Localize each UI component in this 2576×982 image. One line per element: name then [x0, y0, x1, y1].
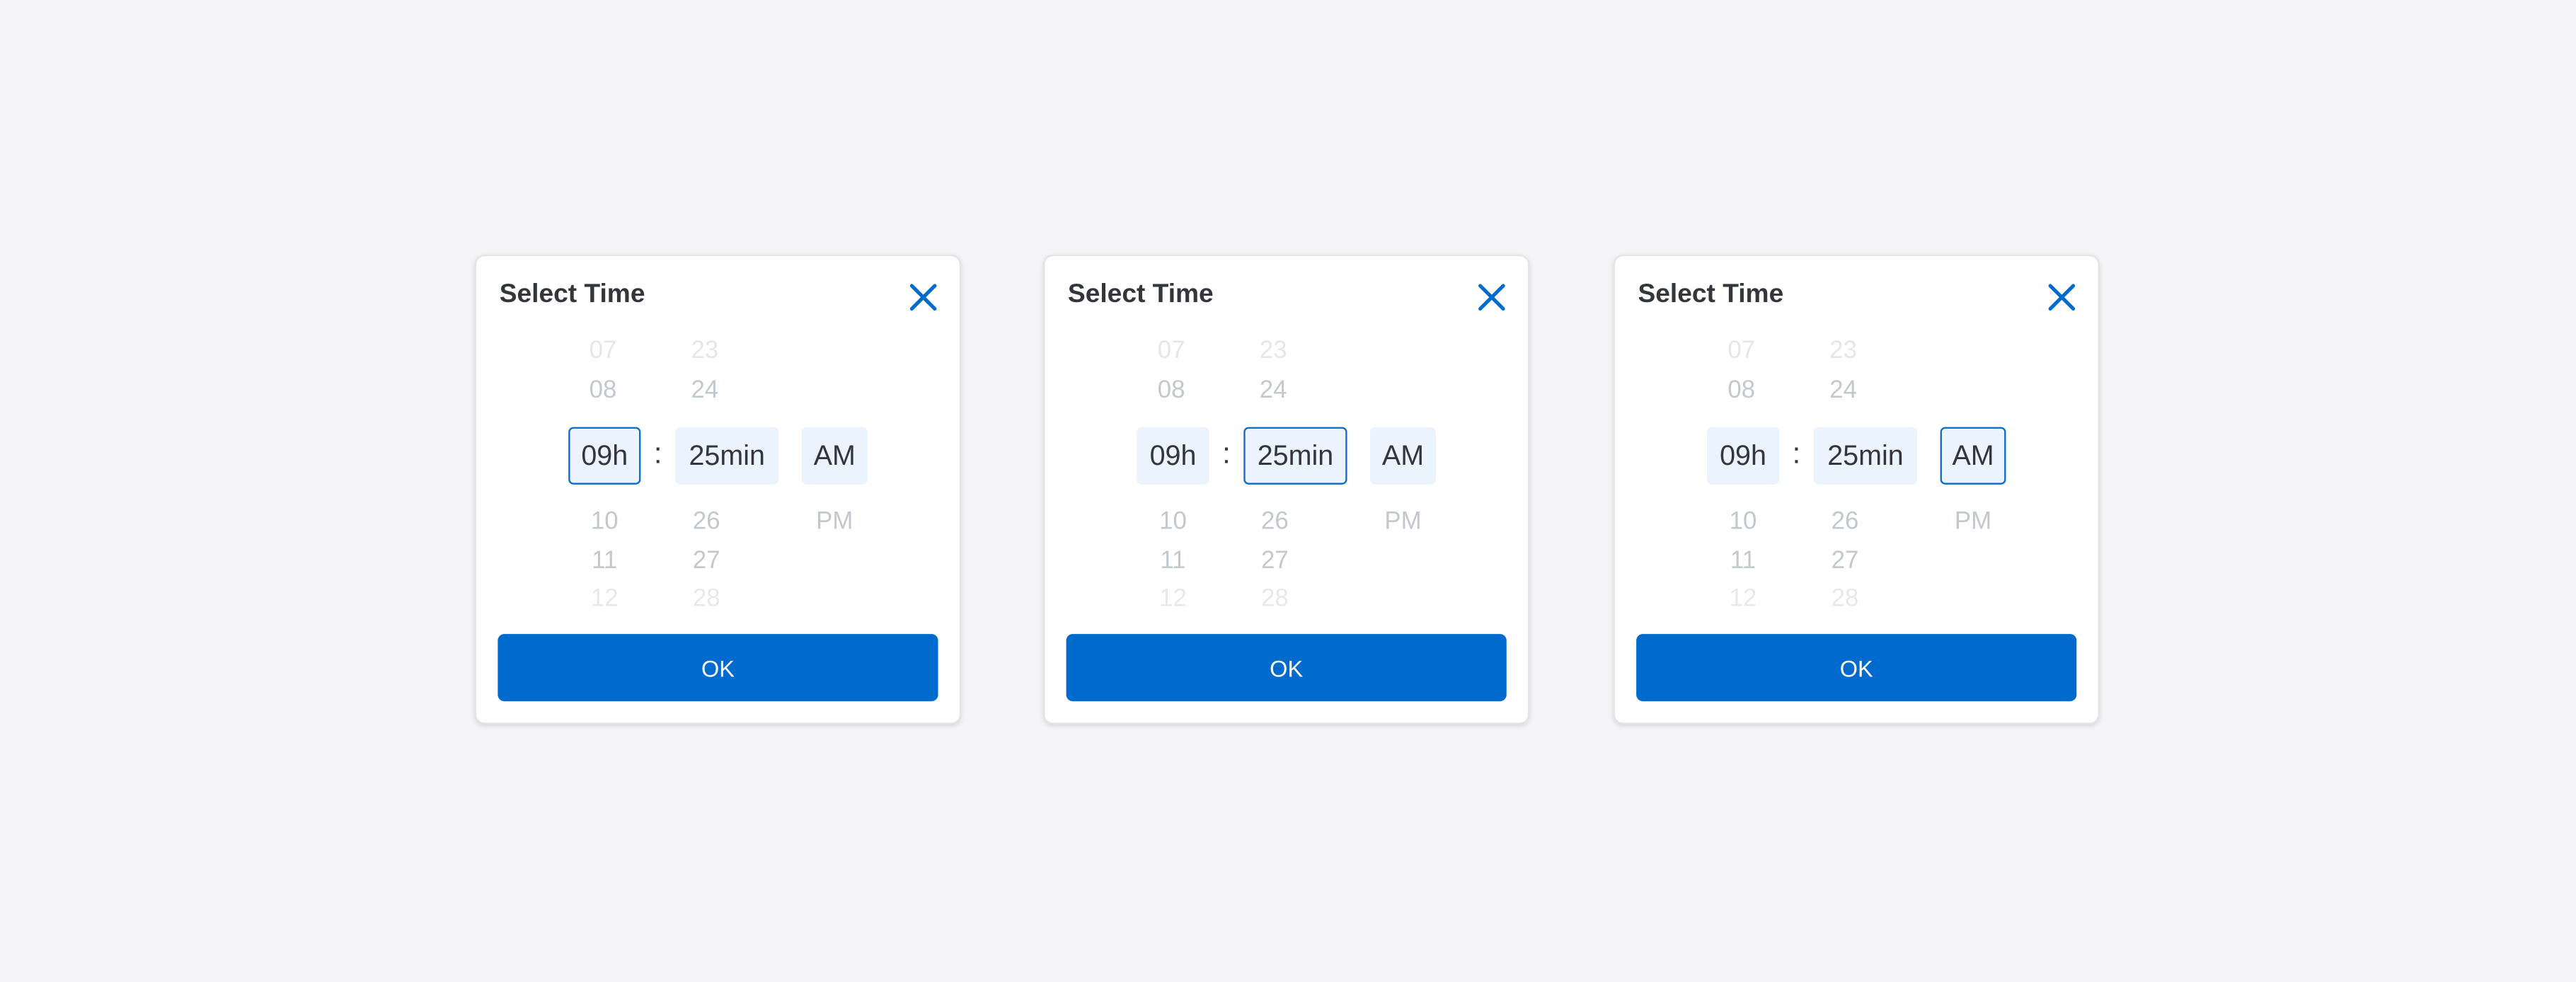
hour-selected[interactable]: 09h: [1706, 427, 1780, 485]
time-separator: :: [1222, 437, 1231, 470]
minute-option[interactable]: 27: [1261, 547, 1289, 575]
hour-option[interactable]: 11: [1160, 547, 1186, 575]
ok-button[interactable]: OK: [1636, 634, 2077, 702]
minute-option[interactable]: 23: [691, 336, 719, 365]
close-icon: [1478, 284, 1505, 311]
ok-button[interactable]: OK: [1066, 634, 1507, 702]
close-button[interactable]: [1476, 281, 1508, 313]
close-icon: [909, 284, 937, 311]
time-separator: :: [1792, 437, 1801, 470]
minute-option[interactable]: 27: [692, 547, 720, 575]
period-selected[interactable]: AM: [1940, 427, 2006, 485]
hour-selected[interactable]: 09h: [1137, 427, 1209, 485]
minute-option[interactable]: 28: [1831, 584, 1859, 613]
period-selected[interactable]: AM: [801, 427, 868, 485]
dialog-title: Select Time: [1067, 280, 1214, 309]
hour-option[interactable]: 08: [589, 376, 617, 405]
close-button[interactable]: [907, 281, 939, 313]
minute-selected[interactable]: 25min: [1243, 427, 1347, 485]
hour-option[interactable]: 12: [590, 584, 619, 613]
period-selected[interactable]: AM: [1370, 427, 1436, 485]
minute-option[interactable]: 24: [1829, 376, 1858, 405]
minute-option[interactable]: 23: [1829, 336, 1858, 365]
dialog-title: Select Time: [1638, 280, 1784, 309]
hour-option[interactable]: 12: [1159, 584, 1187, 613]
period-option[interactable]: PM: [1954, 507, 1992, 536]
minute-option[interactable]: 26: [692, 507, 720, 536]
hour-option[interactable]: 07: [1727, 336, 1756, 365]
hour-option[interactable]: 07: [1157, 336, 1185, 365]
time-picker-dialog: Select Time 07 08 10 11 12 23 24 26 27 28 PM 09h:25m…: [1043, 254, 1530, 724]
period-option[interactable]: PM: [816, 507, 853, 536]
hour-option[interactable]: 10: [1159, 507, 1187, 536]
hour-option[interactable]: 10: [1729, 507, 1757, 536]
hour-option[interactable]: 07: [589, 336, 617, 365]
minute-option[interactable]: 28: [692, 584, 720, 613]
hour-option[interactable]: 12: [1729, 584, 1757, 613]
minute-selected[interactable]: 25min: [1813, 427, 1918, 485]
hour-option[interactable]: 08: [1157, 376, 1185, 405]
hour-option[interactable]: 11: [1730, 547, 1756, 575]
minute-option[interactable]: 27: [1831, 547, 1859, 575]
hour-option[interactable]: 08: [1727, 376, 1756, 405]
minute-option[interactable]: 23: [1259, 336, 1287, 365]
time-picker-dialog: Select Time 07 08 10 11 12 23 24 26 27 28 PM 09h:25m…: [1613, 254, 2100, 724]
time-separator: :: [653, 437, 662, 470]
period-option[interactable]: PM: [1384, 507, 1422, 536]
close-icon: [2048, 284, 2076, 311]
hour-option[interactable]: 10: [590, 507, 619, 536]
hour-option[interactable]: 11: [592, 547, 618, 575]
minute-selected[interactable]: 25min: [675, 427, 779, 485]
minute-option[interactable]: 24: [1259, 376, 1287, 405]
minute-option[interactable]: 26: [1261, 507, 1289, 536]
minute-option[interactable]: 28: [1261, 584, 1289, 613]
time-picker-dialog: Select Time 07 08 10 11 12 23 24 26 27 28 PM 09h:25m…: [474, 254, 962, 724]
minute-option[interactable]: 26: [1831, 507, 1859, 536]
close-button[interactable]: [2045, 281, 2078, 313]
ok-button[interactable]: OK: [498, 634, 938, 702]
dialog-title: Select Time: [499, 280, 645, 309]
hour-selected[interactable]: 09h: [568, 427, 641, 485]
minute-option[interactable]: 24: [691, 376, 719, 405]
